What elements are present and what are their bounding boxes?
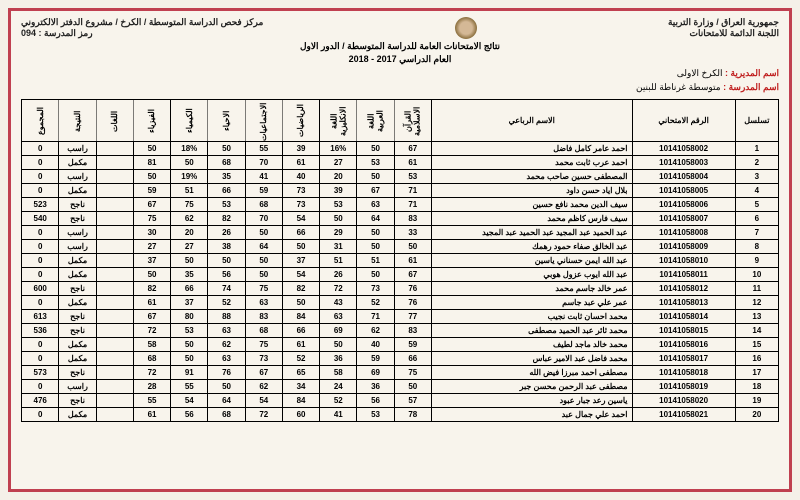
header-center (263, 17, 668, 39)
table-row: 1710141058018مصطفى احمد مبرزا فيض الله75… (22, 366, 779, 380)
table-row: 1410141058015محمد ثائر عبد الحميد مصطفى8… (22, 324, 779, 338)
table-row: 910141058010عبد الله ايمن حسناني ياسين61… (22, 254, 779, 268)
header-left: مركز فحص الدراسة المتوسطة / الكرخ / مشرو… (21, 17, 263, 39)
school-label: اسم المدرسة : (723, 82, 779, 92)
emblem-icon (455, 17, 477, 39)
col-total: المجموع (22, 100, 59, 142)
table-row: 110141058002احمد عامر كامل فاضل675016%39… (22, 142, 779, 156)
table-row: 510141058006سيف الدين محمد نافع حسين7163… (22, 198, 779, 212)
school-row: اسم المدرسة : متوسطة غرناطة للبنين (21, 82, 779, 93)
table-row: 410141058005بلال اياد حسن داود7167397359… (22, 184, 779, 198)
year-line: العام الدراسي 2017 - 2018 (21, 54, 779, 65)
col-chemistry: الكيمياء (171, 100, 208, 142)
col-name: الاسم الرباعي (431, 100, 632, 142)
table-row: 1210141058013عمر علي عبد جاسم76524350635… (22, 296, 779, 310)
results-table: تسلسل الرقم الامتحاني الاسم الرباعي القر… (21, 99, 779, 422)
col-lang: اللغات (96, 100, 133, 142)
country-line: جمهورية العراق / وزارة التربية (668, 17, 779, 28)
col-seq: تسلسل (735, 100, 778, 142)
table-row: 210141058003احمد عرب ثابت محمد6153276170… (22, 156, 779, 170)
table-row: 2010141058021احمد علي جمال عبد7853416072… (22, 408, 779, 422)
table-row: 1110141058012عمر خالد جاسم محمد767372827… (22, 282, 779, 296)
directorate-label: اسم المديرية : (725, 68, 779, 78)
table-row: 1810141058019مصطفى عبد الرحمن محسن جبر50… (22, 380, 779, 394)
table-row: 710141058008عبد الحميد عبد المجيد عبد ال… (22, 226, 779, 240)
col-arabic: اللغة العربية (357, 100, 394, 142)
col-math: الرياضيات (282, 100, 319, 142)
committee-line: اللجنة الدائمة للامتحانات (668, 28, 779, 39)
col-result: النتيجة (59, 100, 96, 142)
col-social: الاجتماعيات (245, 100, 282, 142)
directorate-value: الكرخ الاولى (677, 68, 723, 78)
col-physics: الفيزياء (133, 100, 170, 142)
document-page: جمهورية العراق / وزارة التربية اللجنة ال… (8, 8, 792, 492)
school-code: رمز المدرسة : 094 (21, 28, 263, 39)
header-right: جمهورية العراق / وزارة التربية اللجنة ال… (668, 17, 779, 39)
table-body: 110141058002احمد عامر كامل فاضل675016%39… (22, 142, 779, 422)
table-row: 1010141058011عبد الله ايوب عزول هوبي6750… (22, 268, 779, 282)
table-row: 1910141058020ياسين رعد جبار عبود57565284… (22, 394, 779, 408)
center-line: مركز فحص الدراسة المتوسطة / الكرخ / مشرو… (21, 17, 263, 28)
col-exam-no: الرقم الامتحاني (632, 100, 735, 142)
table-row: 610141058007سيف فارس كاظم محمد8364505470… (22, 212, 779, 226)
header-row: تسلسل الرقم الامتحاني الاسم الرباعي القر… (22, 100, 779, 142)
table-row: 1610141058017محمد فاضل عبد الامير عباس66… (22, 352, 779, 366)
directorate-row: اسم المديرية : الكرخ الاولى (21, 68, 779, 79)
school-value: متوسطة غرناطة للبنين (636, 82, 721, 92)
table-row: 810141058009عبد الخالق صفاء حمود رهمك505… (22, 240, 779, 254)
table-row: 1510141058016محمد خالد ماجد لطيف59405061… (22, 338, 779, 352)
col-islamic: القرآن الاسلامية (394, 100, 431, 142)
col-biology: الاحياء (208, 100, 245, 142)
table-row: 310141058004المصطفى حسين صاحب محمد535020… (22, 170, 779, 184)
header: جمهورية العراق / وزارة التربية اللجنة ال… (21, 17, 779, 39)
table-row: 1310141058014محمد احسان ثابت نجيب7771638… (22, 310, 779, 324)
col-english: اللغة الانكليزية (320, 100, 357, 142)
title-line: نتائج الامتحانات العامة للدراسة المتوسطة… (21, 41, 779, 52)
